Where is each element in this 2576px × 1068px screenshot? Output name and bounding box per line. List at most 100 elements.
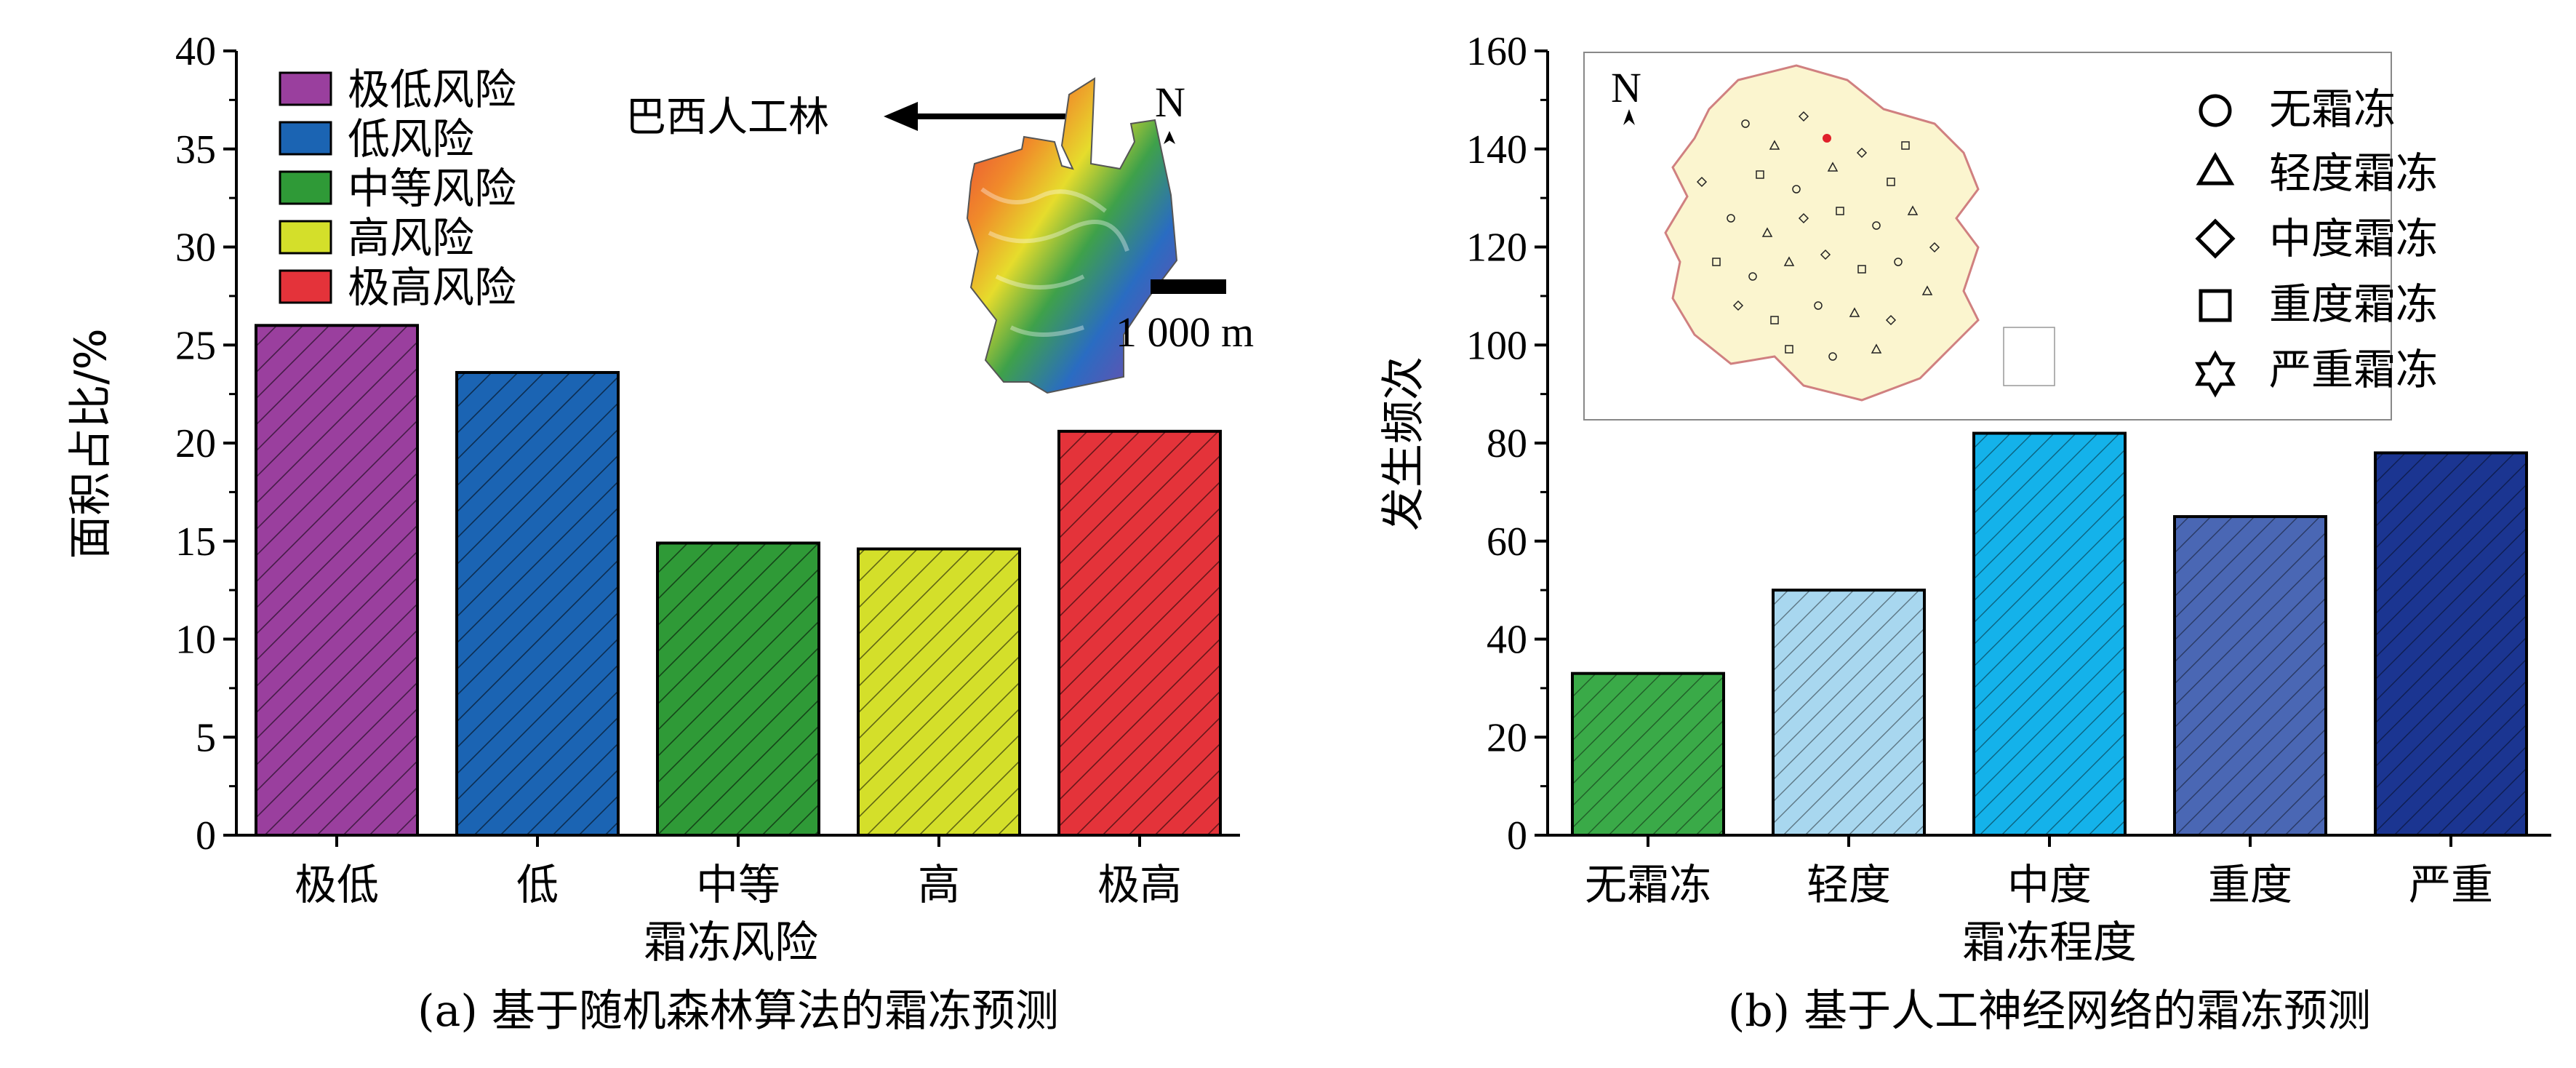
a-y-tick-label: 10 [175,618,216,663]
a-legend-swatch-2 [279,170,332,205]
b-station-circle-icon [1741,119,1750,128]
a-y-ticks: 0 5 10 15 20 25 30 35 40 [175,29,236,858]
b-bars [1571,431,2528,837]
a-north-label: N [1155,79,1185,126]
b-station-diamond-icon [1732,300,1744,311]
a-x-tick-label: 极高 [1097,860,1182,909]
a-y-tick-label: 35 [175,127,216,172]
a-caption: (a) 基于随机森林算法的霜冻预测 [417,986,1059,1037]
b-legend-label-2: 中度霜冻 [2269,214,2438,263]
a-inset-arrow-head [884,102,918,131]
b-station-diamond-icon [1820,249,1831,260]
b-legend: 无霜冻 轻度霜冻 中度霜冻 重度霜冻 严重霜冻 [2195,84,2438,398]
b-legend-marker-triangle-icon [2196,152,2235,186]
b-station-circle-icon [1828,352,1837,361]
a-inset-map: 巴西人工林 N 1 000 m [625,77,1254,394]
a-terrain-texture [980,187,1129,337]
b-station-diamond-icon [1929,242,1940,253]
b-legend-label-4: 严重霜冻 [2269,345,2438,394]
b-station-diamond-icon [1696,176,1708,188]
b-station-circle-icon [1814,301,1823,310]
b-station-diamond-icon [1885,314,1897,326]
b-station-square-icon [1756,170,1764,179]
a-x-categories: 极低 低 中等 高 极高 [295,835,1182,909]
b-bar-hatch [1772,589,1926,837]
b-province-shape [1664,64,1980,402]
a-terrain-raster [966,77,1178,394]
a-bar-hatch [1057,429,1222,837]
b-legend-label-1: 轻度霜冻 [2269,148,2438,198]
b-station-square-icon [1770,316,1779,324]
b-station-triangle-icon [1827,162,1839,172]
a-y-tick-label: 40 [175,29,216,74]
b-station-diamond-icon [1856,147,1868,159]
b-station-square-icon [1857,265,1866,274]
b-inset-map: N [1583,52,2392,421]
b-station-triangle-icon [1769,140,1780,150]
b-y-tick-label: 40 [1487,618,1527,663]
b-bar-hatch [1972,431,2127,837]
b-station-markers [1696,111,1940,361]
b-x-axis-label: 霜冻程度 [1962,917,2137,968]
b-station-square-icon [1901,141,1910,150]
a-legend-label-4: 极高风险 [348,263,516,312]
a-y-axis-label: 面积占比/% [65,328,116,559]
panel-a: 0 5 10 15 20 25 30 35 40 极低 低 中等 高 极高 面积占比/% 霜冻风险 (a… [65,29,1254,1037]
a-north-arrow [1164,131,1175,144]
a-legend-swatch-3 [279,220,332,255]
a-legend-label-0: 极低风险 [348,65,516,114]
b-x-tick-label: 中度 [2007,860,2092,909]
b-legend-marker-star-icon [2195,350,2236,398]
a-legend: 极低风险 低风险 中等风险 高风险 极高风险 [279,65,516,312]
b-legend-label-3: 重度霜冻 [2269,279,2438,329]
a-legend-label-3: 高风险 [348,213,474,263]
b-station-square-icon [1887,178,1895,186]
b-y-tick-label: 120 [1466,226,1527,271]
b-station-circle-icon [1894,258,1903,266]
b-station-square-icon [1712,258,1721,266]
b-station-circle-icon [1872,221,1881,230]
a-bar-hatch [455,370,620,837]
b-station-triangle-icon [1783,256,1795,266]
b-x-tick-label: 严重 [2409,860,2493,909]
b-station-triangle-icon [1849,307,1860,317]
b-station-circle-icon [1748,272,1757,281]
b-legend-marker-square-icon [2199,289,2232,322]
a-y-tick-label: 0 [196,813,216,858]
b-station-square-icon [1785,345,1793,354]
a-bar-hatch [656,541,820,837]
a-y-tick-label: 25 [175,323,216,368]
b-y-tick-label: 140 [1466,127,1527,172]
a-x-tick-label: 极低 [295,860,379,909]
b-station-triangle-icon [1907,205,1919,215]
a-legend-label-2: 中等风险 [348,164,516,213]
b-station-triangle-icon [1871,343,1882,354]
b-bar-hatch [2374,451,2528,837]
b-caption: (b) 基于人工神经网络的霜冻预测 [1728,986,2371,1037]
b-x-tick-label: 重度 [2208,860,2292,909]
a-x-tick-label: 低 [516,860,559,909]
b-y-tick-label: 160 [1466,29,1527,74]
b-x-categories: 无霜冻 轻度 中度 重度 严重 [1585,835,2493,909]
a-legend-swatch-1 [279,121,332,156]
b-station-diamond-icon [1798,111,1809,122]
b-station-triangle-icon [1921,285,1933,295]
a-y-tick-label: 20 [175,421,216,466]
b-y-axis-label: 发生频次 [1378,356,1429,531]
b-map-legend-box [2003,327,2055,386]
b-north-label: N [1611,64,1641,111]
b-station-circle-icon [1792,185,1801,194]
b-legend-label-0: 无霜冻 [2269,84,2396,134]
b-y-ticks: 0 20 40 60 80 100 120 140 160 [1466,29,1548,858]
a-x-tick-label: 中等 [696,860,780,909]
b-station-circle-icon [1727,214,1735,223]
a-y-tick-label: 30 [175,226,216,271]
a-scale-label: 1 000 m [1116,308,1254,356]
b-x-tick-label: 轻度 [1807,860,1891,909]
a-bars [255,324,1222,837]
b-bar-hatch [1571,672,1725,837]
b-x-tick-label: 无霜冻 [1585,860,1711,909]
a-legend-swatch-0 [279,71,332,106]
